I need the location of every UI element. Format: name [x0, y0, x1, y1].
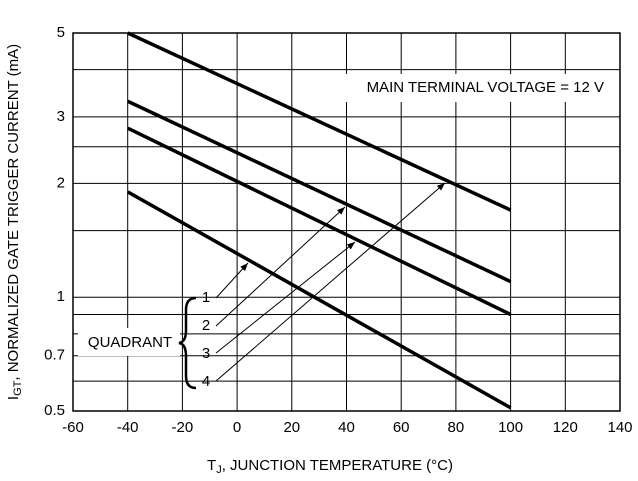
- arrow: [215, 182, 446, 382]
- x-tick-label: 120: [553, 419, 578, 436]
- legend-bg: [78, 328, 180, 356]
- lines: [126, 31, 512, 410]
- x-tick-label: -40: [117, 419, 139, 436]
- y-label-sub: GT: [12, 380, 24, 396]
- x-tick-label: -60: [62, 419, 84, 436]
- plot-frame: [72, 32, 621, 412]
- series-line: [126, 31, 512, 212]
- y-tick-label: 3: [57, 108, 65, 125]
- legend: 1 2 3 4: [202, 289, 210, 390]
- x-label-sub: J: [216, 464, 222, 476]
- legend-label: 1: [202, 289, 210, 306]
- legend-label: 3: [202, 345, 210, 362]
- x-tick-label: 0: [233, 419, 241, 436]
- brace: [178, 296, 197, 390]
- x-tick-label: 140: [607, 419, 632, 436]
- y-tick-label: 0.7: [44, 347, 65, 364]
- legend-label: 4: [202, 373, 210, 390]
- x-label-main: T: [207, 457, 216, 474]
- y-tick-label: 0.5: [44, 402, 65, 419]
- x-axis-label: TJ, JUNCTION TEMPERATURE (°C): [207, 457, 453, 476]
- x-tick-label: 80: [448, 419, 465, 436]
- series-line: [126, 126, 512, 317]
- y-label-rest: , NORMALIZED GATE TRIGGER CURRENT (mA): [5, 44, 22, 381]
- arrow: [215, 241, 356, 354]
- series-line: [126, 99, 512, 284]
- x-tick-label: -20: [172, 419, 194, 436]
- legend-title: QUADRANT: [88, 334, 172, 351]
- annotation-bg: [316, 74, 612, 102]
- y-axis-label: IGT, NORMALIZED GATE TRIGGER CURRENT (mA…: [5, 44, 24, 400]
- x-tick-label: 60: [393, 419, 410, 436]
- x-tick-label: 40: [338, 419, 355, 436]
- y-tick-label: 5: [57, 24, 65, 41]
- y-label-main: I: [5, 396, 22, 400]
- annotation: MAIN TERMINAL VOLTAGE = 12 V: [367, 79, 604, 96]
- y-tick-label: 2: [57, 174, 65, 191]
- x-tick-label: 100: [498, 419, 523, 436]
- arrows: [215, 182, 446, 382]
- arrow: [215, 262, 249, 299]
- y-tick-label: 1: [57, 288, 65, 305]
- x-label-rest: , JUNCTION TEMPERATURE (°C): [222, 457, 453, 474]
- legend-label: 2: [202, 317, 210, 334]
- x-tick-label: 20: [283, 419, 300, 436]
- series-line: [126, 190, 512, 410]
- arrow: [215, 206, 346, 327]
